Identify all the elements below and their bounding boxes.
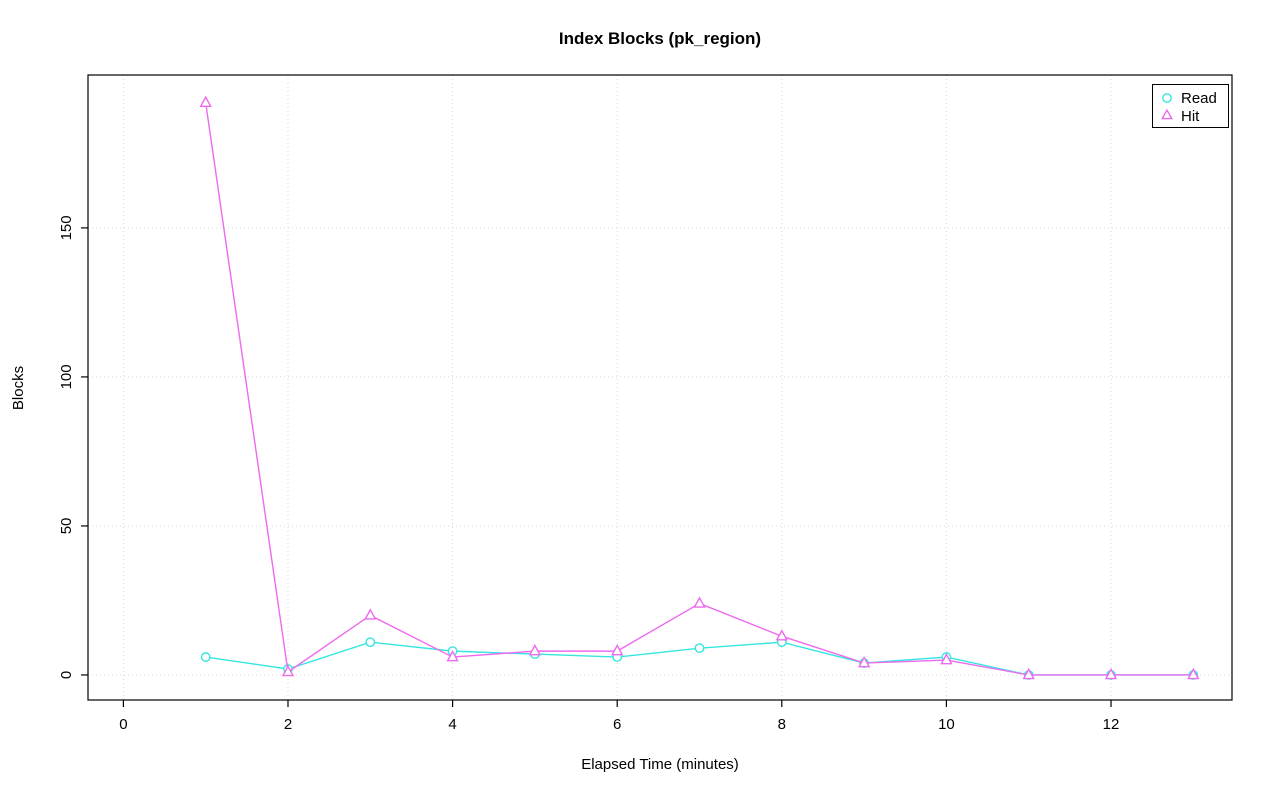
y-tick-label: 150 bbox=[58, 215, 75, 240]
marker-hit bbox=[1104, 667, 1118, 680]
marker-hit bbox=[940, 652, 953, 665]
x-axis-title: Elapsed Time (minutes) bbox=[581, 756, 739, 773]
legend-read-marker-icon bbox=[1162, 93, 1172, 103]
x-tick-label: 4 bbox=[448, 716, 456, 733]
x-tick-label: 10 bbox=[938, 716, 955, 733]
y-axis-title: Blocks bbox=[10, 366, 27, 410]
x-tick-label: 0 bbox=[119, 716, 127, 733]
legend-border bbox=[1152, 84, 1229, 128]
marker-hit bbox=[1022, 667, 1035, 680]
marker-read bbox=[365, 637, 376, 648]
x-tick-label: 6 bbox=[613, 716, 621, 733]
marker-hit bbox=[611, 644, 624, 656]
marker-hit bbox=[528, 644, 542, 656]
marker-hit bbox=[281, 664, 295, 677]
y-tick-label: 100 bbox=[58, 364, 75, 389]
chart-title: Index Blocks (pk_region) bbox=[559, 29, 761, 48]
plot-border bbox=[87, 74, 1233, 701]
marker-read bbox=[200, 652, 211, 662]
marker-hit bbox=[446, 650, 459, 662]
legend-hit-marker-icon bbox=[1160, 108, 1174, 120]
legend: Read Hit bbox=[1152, 84, 1229, 128]
marker-hit bbox=[1187, 667, 1200, 680]
y-tick-label: 0 bbox=[58, 671, 75, 679]
series-line-hit bbox=[204, 102, 1194, 676]
x-tick-label: 2 bbox=[284, 716, 292, 733]
marker-hit bbox=[199, 95, 212, 108]
marker-hit bbox=[857, 655, 871, 668]
y-tick-label: 50 bbox=[58, 518, 75, 535]
marker-read bbox=[694, 643, 705, 654]
legend-label-read: Read bbox=[1181, 90, 1217, 107]
marker-hit bbox=[775, 629, 788, 641]
x-tick-label: 8 bbox=[778, 716, 786, 733]
x-tick-label: 12 bbox=[1103, 716, 1120, 733]
legend-label-hit: Hit bbox=[1181, 108, 1200, 125]
marker-hit bbox=[364, 608, 377, 620]
marker-hit bbox=[693, 596, 706, 608]
